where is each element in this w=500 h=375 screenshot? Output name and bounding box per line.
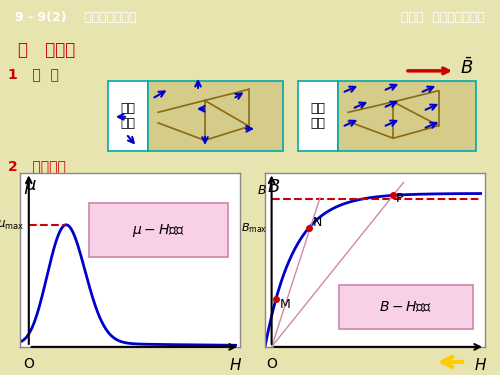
- Text: $H$: $H$: [229, 357, 242, 374]
- Text: 三   铁磁质: 三 铁磁质: [18, 41, 75, 59]
- FancyBboxPatch shape: [90, 203, 228, 257]
- Text: 1   磁  畴: 1 磁 畴: [8, 67, 59, 81]
- FancyBboxPatch shape: [338, 285, 473, 328]
- Text: O: O: [266, 357, 277, 371]
- Text: 有外
磁场: 有外 磁场: [310, 102, 326, 130]
- Text: 2   磁化曲线: 2 磁化曲线: [8, 159, 66, 173]
- Text: $B$: $B$: [267, 178, 280, 196]
- Text: $\bar{B}$: $\bar{B}$: [460, 57, 473, 78]
- Text: M: M: [280, 298, 290, 312]
- Text: 9 - 9(2)    磁场中的磁介质: 9 - 9(2) 磁场中的磁介质: [15, 11, 136, 24]
- Text: $B_{\rm max}$: $B_{\rm max}$: [241, 221, 267, 235]
- Text: P: P: [396, 192, 404, 206]
- Text: $B$: $B$: [258, 184, 267, 197]
- Bar: [338, 81, 476, 151]
- Text: $B - H$曲线: $B - H$曲线: [379, 299, 432, 314]
- Text: O: O: [24, 357, 34, 371]
- Bar: [298, 81, 338, 151]
- Text: $\mu_{\rm max}$: $\mu_{\rm max}$: [0, 218, 24, 232]
- Text: N: N: [312, 216, 322, 229]
- Text: 第九章  恒定电流的磁场: 第九章 恒定电流的磁场: [401, 11, 485, 24]
- Text: $H$: $H$: [474, 357, 487, 374]
- Bar: [148, 81, 283, 151]
- Text: $\mu$: $\mu$: [24, 178, 38, 196]
- Text: $\mu - H$曲线: $\mu - H$曲线: [132, 222, 185, 238]
- Bar: [108, 81, 148, 151]
- Text: 无外
磁场: 无外 磁场: [120, 102, 136, 130]
